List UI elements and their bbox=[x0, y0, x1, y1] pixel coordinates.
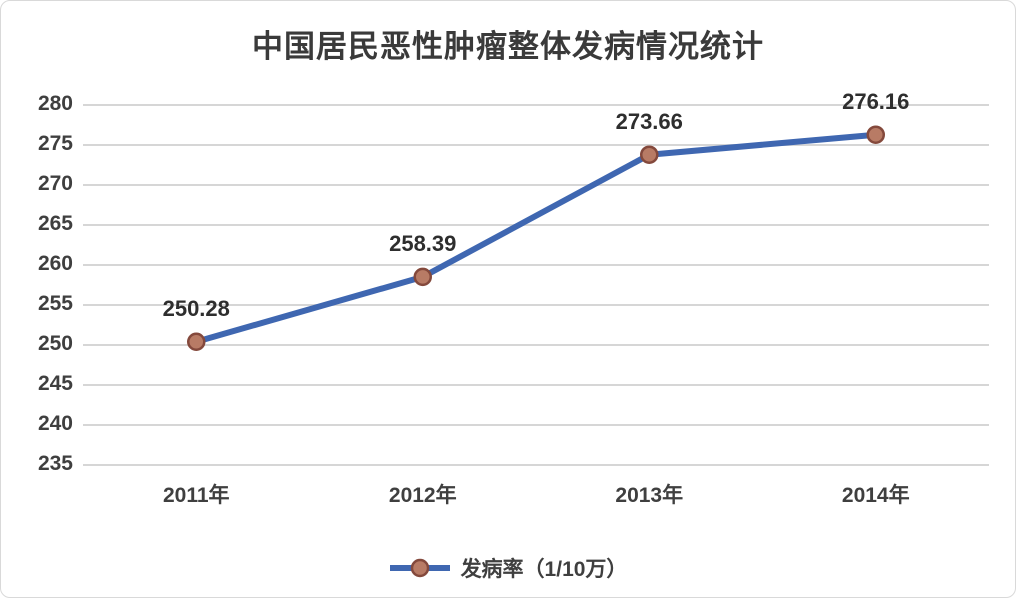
gridline-245 bbox=[83, 384, 989, 386]
legend: 发病率（1/10万） bbox=[1, 553, 1015, 583]
y-tick-label-265: 265 bbox=[37, 212, 73, 235]
data-label-4: 276.16 bbox=[842, 88, 910, 114]
data-label-3: 273.66 bbox=[615, 108, 683, 134]
data-point-marker-3 bbox=[640, 145, 659, 164]
x-tick-label-4: 2014年 bbox=[841, 484, 910, 507]
data-label-1: 250.28 bbox=[162, 295, 230, 321]
data-point-marker-2 bbox=[413, 267, 432, 287]
y-tick-label-280: 280 bbox=[37, 92, 73, 115]
y-tick-label-275: 275 bbox=[37, 132, 73, 155]
y-tick-label-245: 245 bbox=[37, 372, 73, 395]
gridline-240 bbox=[83, 424, 989, 426]
x-tick-label-1: 2011年 bbox=[162, 484, 230, 507]
y-tick-label-240: 240 bbox=[37, 412, 73, 435]
data-point-marker-1 bbox=[187, 332, 206, 352]
legend-label: 发病率（1/10万） bbox=[460, 558, 628, 581]
gridline-270 bbox=[83, 184, 989, 186]
gridline-280 bbox=[83, 104, 989, 106]
line-with-marker-icon bbox=[389, 558, 451, 578]
incidence-line bbox=[193, 131, 879, 345]
gridline-265 bbox=[83, 224, 989, 226]
x-tick-label-3: 2013年 bbox=[615, 484, 684, 507]
y-tick-label-260: 260 bbox=[37, 252, 73, 275]
y-tick-label-255: 255 bbox=[37, 292, 73, 315]
y-tick-label-270: 270 bbox=[37, 172, 73, 195]
gridline-275 bbox=[83, 144, 989, 146]
gridline-235 bbox=[83, 464, 989, 466]
gridline-260 bbox=[83, 264, 989, 266]
y-tick-label-235: 235 bbox=[37, 452, 73, 475]
gridline-250 bbox=[83, 344, 989, 346]
x-tick-label-2: 2012年 bbox=[388, 484, 457, 507]
data-point-marker-4 bbox=[866, 125, 885, 144]
data-label-2: 258.39 bbox=[389, 230, 457, 256]
chart-title: 中国居民恶性肿瘤整体发病情况统计 bbox=[252, 29, 764, 64]
y-tick-label-250: 250 bbox=[37, 332, 73, 355]
